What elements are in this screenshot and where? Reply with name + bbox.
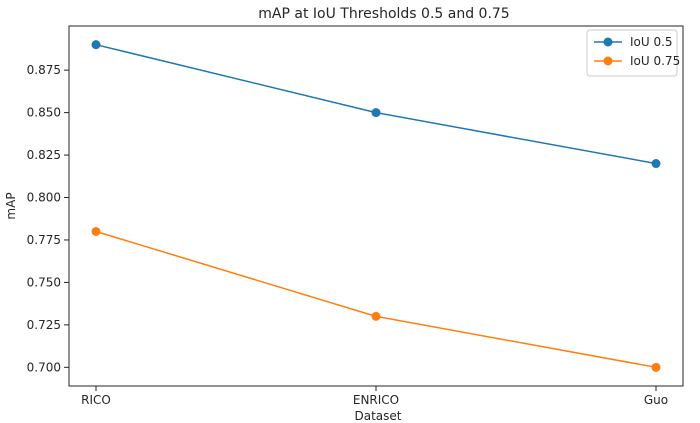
y-tick-label: 0.800 [27, 191, 61, 205]
y-tick-label: 0.725 [27, 318, 61, 332]
y-tick-label: 0.875 [27, 63, 61, 77]
plot-area [68, 25, 684, 387]
legend-marker [603, 56, 613, 66]
data-point [371, 311, 381, 321]
y-tick-label: 0.825 [27, 148, 61, 162]
x-axis: RICO ENRICO Guo [81, 386, 668, 407]
plot-border [68, 25, 684, 387]
legend-marker [603, 37, 613, 47]
y-tick-label: 0.750 [27, 275, 61, 289]
legend[interactable]: IoU 0.5 IoU 0.75 [586, 29, 680, 77]
series-line [95, 43, 657, 165]
legend-item[interactable]: IoU 0.5 [594, 35, 673, 49]
data-point [651, 159, 661, 169]
x-tick-label: Guo [644, 393, 668, 407]
data-point [91, 40, 101, 50]
data-point [91, 226, 101, 236]
x-tick-label: RICO [81, 393, 111, 407]
data-point [371, 108, 381, 118]
y-tick-label: 0.850 [27, 106, 61, 120]
series-layer [91, 40, 661, 372]
legend-label: IoU 0.5 [630, 35, 673, 49]
series-line [95, 230, 657, 369]
y-axis: 0.700 0.725 0.750 0.775 0.800 0.825 0.850 0.875 [27, 63, 69, 374]
series-1 [91, 40, 661, 169]
y-axis-label: mAP [4, 192, 18, 219]
x-axis-label: Dataset [355, 409, 402, 423]
series-2 [91, 226, 661, 372]
x-tick-label: ENRICO [353, 393, 399, 407]
legend-item[interactable]: IoU 0.75 [594, 54, 680, 68]
y-tick-label: 0.775 [27, 233, 61, 247]
legend-label: IoU 0.75 [630, 54, 680, 68]
data-point [651, 362, 661, 372]
y-tick-label: 0.700 [27, 360, 61, 374]
chart-title: mAP at IoU Thresholds 0.5 and 0.75 [258, 6, 509, 22]
